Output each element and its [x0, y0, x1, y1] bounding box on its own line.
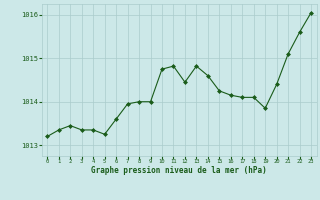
X-axis label: Graphe pression niveau de la mer (hPa): Graphe pression niveau de la mer (hPa) — [91, 166, 267, 175]
